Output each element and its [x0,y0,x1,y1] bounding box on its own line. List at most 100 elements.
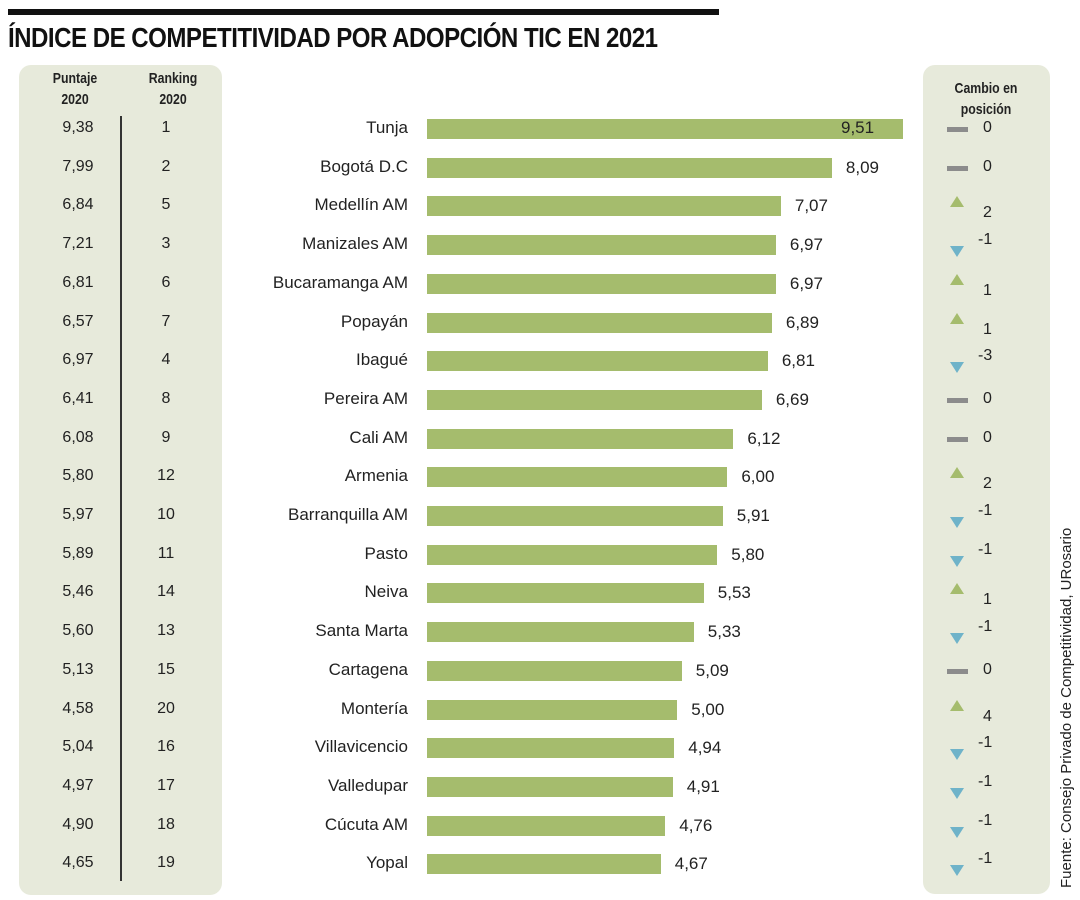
down-triangle-icon [950,865,964,877]
position-change-value: -1 [978,502,993,519]
bar [427,738,675,759]
bar [427,428,734,449]
header-rank-line2: 2020 [159,91,187,108]
bar [427,467,728,488]
source-note: Fuente: Consejo Privado de Competitivida… [1058,527,1075,888]
no-change-dash-icon [947,165,968,171]
bar [427,235,776,256]
position-change-value: 0 [983,389,992,407]
down-triangle-icon [950,246,964,258]
rank-2020-cell: 1 [161,119,171,136]
position-change-value: 0 [983,660,992,678]
bar-category-label: Armenia [344,466,408,486]
bar-value-label: 5,53 [717,583,751,603]
score-2020-cell: 4,65 [62,854,94,872]
bar-category-label: Pasto [364,543,408,563]
bar-category-label: Neiva [364,582,408,602]
score-2020-cell: 6,84 [62,196,94,214]
up-triangle-icon [950,467,964,479]
bar [427,157,832,178]
header-rank-2020: Ranking 2020 [142,68,204,110]
header-score-line1: Puntaje [52,70,98,87]
up-triangle-icon [950,273,964,285]
bar-value-label: 4,76 [679,815,713,835]
header-rank-line1: Ranking [148,70,198,87]
rank-2020-cell: 16 [157,738,175,756]
bar [427,622,694,643]
up-triangle-icon [950,699,964,711]
score-2020-cell: 5,13 [62,660,94,678]
bar [427,506,723,526]
position-change-value: 0 [983,119,992,136]
score-2020-cell: 6,57 [62,312,94,330]
down-triangle-icon [950,633,964,645]
bar [427,660,682,681]
score-2020-cell: 5,80 [62,467,94,485]
bar-category-label: Valledupar [327,775,408,795]
bar [427,351,768,372]
score-2020-cell: 9,38 [62,119,94,136]
score-2020-cell: 5,60 [62,622,94,640]
bar-category-label: Tunja [366,118,408,137]
down-triangle-icon [950,787,964,799]
position-change-value: -1 [978,811,993,829]
table-divider [120,116,122,881]
rank-2020-cell: 10 [157,506,175,523]
score-2020-cell: 4,97 [62,776,94,794]
bar-category-label: Bogotá D.C [320,156,408,176]
bar [427,389,762,410]
rank-2020-cell: 15 [157,660,175,678]
rank-2020-cell: 12 [157,467,175,485]
bar-category-label: Montería [340,698,408,718]
bar-category-label: Popayán [340,311,408,331]
bar-value-label: 6,97 [789,235,823,255]
bar-category-label: Cartagena [328,659,408,679]
bar-value-label: 5,80 [731,544,765,564]
bar-category-label: Ibagué [356,350,408,370]
rank-2020-cell: 17 [157,776,175,794]
position-change-value: 0 [983,428,992,446]
position-change-value: 4 [983,707,992,725]
header-position-change: Cambio en posición [940,78,1032,120]
up-triangle-icon [950,583,964,595]
down-triangle-icon [950,555,964,567]
bar-category-label: Barranquilla AM [287,505,408,524]
rank-2020-cell: 7 [161,312,171,330]
down-triangle-icon [950,517,964,528]
bar [427,312,772,333]
position-change-value: -1 [978,734,993,752]
bar-category-label: Medellín AM [314,195,408,215]
bar-value-label: 7,07 [794,196,828,216]
down-triangle-icon [950,826,964,838]
position-change-value: 0 [983,157,992,175]
score-2020-cell: 4,58 [62,699,94,717]
position-change-value: -1 [978,540,993,558]
bar [427,273,776,294]
up-triangle-icon [950,196,964,208]
title-rule [8,9,719,15]
header-score-line2: 2020 [61,91,89,108]
bar-value-label: 4,94 [688,738,722,758]
bar-category-label: Bucaramanga AM [272,272,408,292]
bar [427,776,673,797]
bar-value-label: 5,00 [691,699,725,719]
score-2020-cell: 6,97 [62,351,94,369]
bar-value-label: 4,91 [686,776,720,796]
score-2020-cell: 7,21 [62,235,94,253]
position-change-value: 2 [983,204,992,222]
bar-value-label: 6,97 [789,273,823,293]
rank-2020-cell: 14 [157,583,175,601]
rank-2020-cell: 8 [161,389,171,407]
rank-2020-cell: 5 [161,196,171,214]
bar [427,583,704,604]
bar [427,699,678,720]
chart-title: ÍNDICE DE COMPETITIVIDAD POR ADOPCIÓN TI… [8,22,658,53]
rank-2020-cell: 9 [161,428,171,446]
rank-2020-cell: 18 [157,815,175,833]
header-change-line1: Cambio en [954,80,1018,97]
bar [427,544,718,565]
position-change-value: -3 [978,347,993,365]
score-2020-cell: 7,99 [62,157,94,175]
bar [427,119,903,139]
score-2020-cell: 5,04 [62,738,94,756]
